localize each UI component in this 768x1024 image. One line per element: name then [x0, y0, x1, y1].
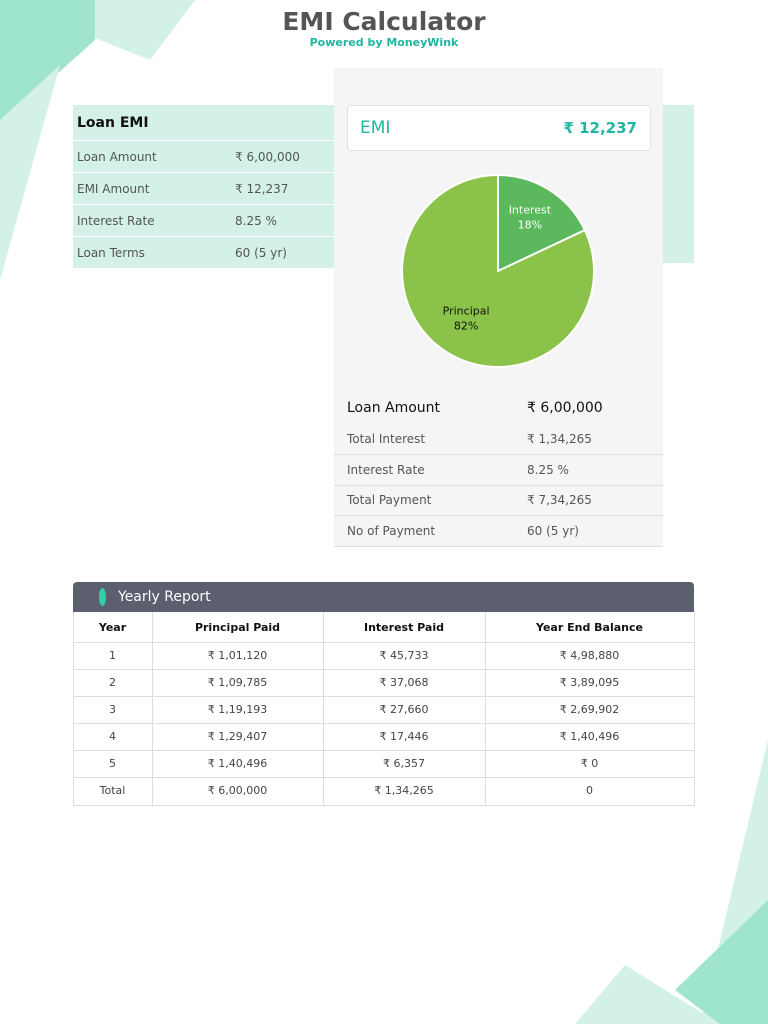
row-divider [334, 515, 663, 516]
column-divider [485, 612, 486, 805]
loan-emi-bg [73, 105, 334, 268]
slice-label: Interest [509, 204, 552, 217]
row-divider [73, 140, 334, 141]
column-divider [152, 612, 153, 805]
loan-emi-label: Interest Rate [77, 214, 155, 228]
report-icon [99, 588, 106, 606]
report-cell: ₹ 37,068 [379, 676, 429, 689]
summary-value: 8.25 % [527, 462, 569, 477]
emi-label: EMI [360, 118, 391, 138]
row-divider [334, 484, 663, 486]
row-divider [73, 204, 334, 205]
report-header [73, 582, 694, 612]
summary-label: Total Interest [347, 432, 426, 446]
row-divider [73, 172, 334, 173]
summary-label: No of Payment [347, 523, 436, 538]
report-cell: ₹ 1,40,496 [559, 730, 620, 743]
report-cell: ₹ 1,29,407 [207, 730, 268, 743]
loan-emi-value: ₹ 6,00,000 [235, 150, 300, 164]
slice-value-label: 18% [518, 219, 542, 232]
loan-emi-value: 60 (5 yr) [235, 246, 287, 260]
loan-emi-label: EMI Amount [77, 182, 150, 196]
column-divider [323, 612, 324, 805]
row-divider [73, 642, 694, 643]
row-divider [73, 750, 694, 751]
summary-value: 60 (5 yr) [527, 523, 579, 538]
row-divider [334, 545, 663, 547]
report-cell: 0 [586, 784, 593, 797]
report-cell: ₹ 1,09,785 [207, 676, 268, 689]
slice-value-label: 82% [454, 319, 478, 332]
loan-emi-label: Loan Amount [77, 150, 157, 164]
row-divider [73, 236, 334, 237]
column-header: Interest Paid [364, 620, 444, 634]
report-cell: ₹ 6,357 [383, 757, 425, 770]
column-header: Year [98, 620, 127, 634]
summary-value: ₹ 1,34,265 [527, 432, 592, 446]
row-divider [73, 777, 694, 778]
summary-value: ₹ 7,34,265 [527, 493, 592, 507]
report-cell: ₹ 1,34,265 [374, 784, 434, 797]
report-table [73, 612, 695, 806]
report-title: Yearly Report [118, 589, 211, 605]
summary-label: Total Payment [347, 493, 432, 507]
report-cell: ₹ 17,446 [379, 730, 429, 743]
loan-emi-value: 8.25 % [235, 214, 277, 228]
report-cell: 1 [109, 649, 116, 662]
summary-label: Interest Rate [347, 462, 425, 477]
pie-slice [401, 173, 595, 368]
report-cell: ₹ 1,19,193 [207, 703, 268, 716]
emi-value: ₹ 12,237 [563, 119, 637, 137]
report-cell: Total [99, 784, 126, 797]
report-cell: ₹ 1,01,120 [207, 649, 268, 662]
emi-card [347, 105, 651, 151]
report-cell: ₹ 0 [580, 757, 599, 770]
row-divider [73, 696, 694, 697]
summary-label: Loan Amount [347, 400, 441, 416]
slice-label: Principal [443, 304, 490, 317]
row-divider [334, 454, 663, 455]
report-cell: 5 [109, 757, 116, 770]
report-cell: ₹ 1,40,496 [207, 757, 268, 770]
column-header: Principal Paid [194, 620, 281, 634]
report-cell: ₹ 45,733 [379, 649, 429, 662]
loan-emi-title: Loan EMI [77, 115, 149, 131]
row-divider [73, 723, 694, 724]
title: EMI Calculator [282, 6, 486, 36]
report-cell: 2 [109, 676, 116, 689]
row-divider [73, 669, 694, 670]
loan-emi-value: ₹ 12,237 [235, 182, 289, 196]
summary-value: ₹ 6,00,000 [527, 400, 603, 416]
report-cell: ₹ 2,69,902 [559, 703, 620, 716]
report-cell: ₹ 4,98,880 [559, 649, 620, 662]
report-cell: ₹ 6,00,000 [207, 784, 268, 797]
pie-slice [497, 173, 587, 273]
report-cell: ₹ 3,89,095 [559, 676, 620, 689]
report-cell: 3 [109, 703, 116, 716]
loan-emi-label: Loan Terms [77, 246, 145, 260]
report-cell: 4 [109, 730, 116, 743]
column-header: Year End Balance [536, 620, 643, 634]
subtitle: Powered by MoneyWink [309, 35, 459, 49]
report-cell: ₹ 27,660 [379, 703, 429, 716]
